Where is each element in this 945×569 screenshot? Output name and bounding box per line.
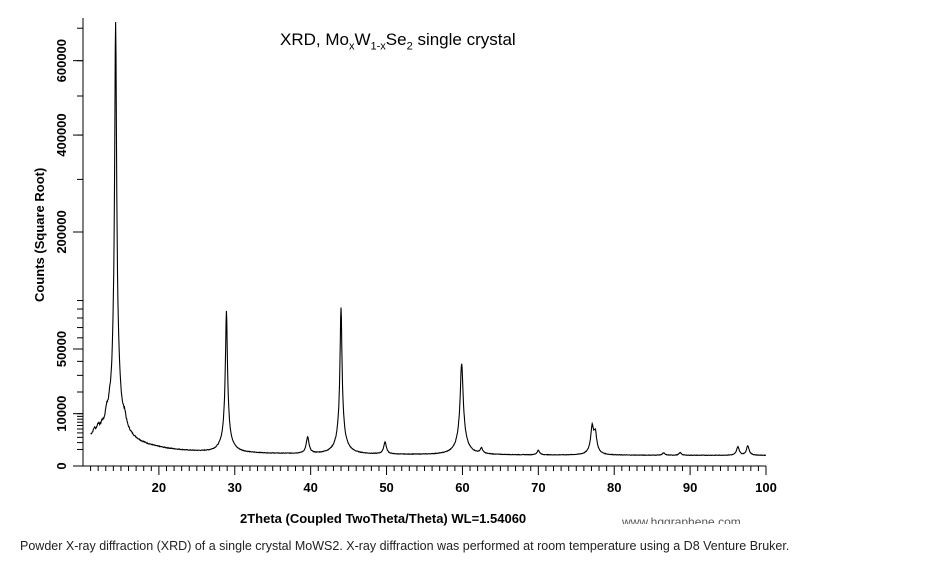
figure-caption: Powder X-ray diffraction (XRD) of a sing… xyxy=(20,539,790,553)
x-tick-label: 100 xyxy=(755,480,777,495)
xrd-series-line xyxy=(90,21,767,457)
x-tick-label: 50 xyxy=(379,480,393,495)
x-tick-label: 20 xyxy=(152,480,166,495)
x-tick-label: 80 xyxy=(607,480,621,495)
xrd-chart: 20 30 40 50 60 70 80 90 100 0 10000 50000 200000 4000… xyxy=(54,18,777,495)
x-tick-label: 90 xyxy=(683,480,697,495)
chart-tick-labels: 20 30 40 50 60 70 80 90 100 0 10000 50000 200000 4000… xyxy=(54,39,777,495)
x-tick-label: 40 xyxy=(303,480,317,495)
x-tick-label: 60 xyxy=(455,480,469,495)
y-tick-label: 400000 xyxy=(54,113,69,156)
y-tick-label: 10000 xyxy=(54,396,69,432)
y-axis-label: Counts (Square Root) xyxy=(32,167,47,302)
chart-axes xyxy=(82,18,766,467)
x-tick-label: 30 xyxy=(228,480,242,495)
chart-ticks xyxy=(73,27,767,475)
y-tick-label: 200000 xyxy=(54,210,69,253)
x-tick-label: 70 xyxy=(531,480,545,495)
chart-title: XRD, MoxW1-xSe2 single crystal xyxy=(280,30,516,53)
y-tick-label: 600000 xyxy=(54,39,69,82)
x-axis-label: 2Theta (Coupled TwoTheta/Theta) WL=1.540… xyxy=(240,511,527,526)
watermark: www.hqgraphene.com xyxy=(622,515,741,524)
y-tick-label: 50000 xyxy=(54,331,69,367)
y-tick-label: 0 xyxy=(54,462,69,469)
